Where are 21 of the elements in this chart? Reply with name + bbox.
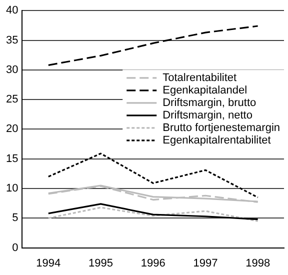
y-tick-label: 5 (12, 212, 18, 224)
legend-label: Brutto fortjenestemargin (162, 122, 280, 134)
legend-label: Totalrentabilitet (162, 72, 237, 84)
legend-label: Egenkapitalandel (162, 84, 248, 96)
y-tick-label: 25 (6, 94, 18, 106)
line-series (48, 206, 259, 222)
legend-label: Driftsmargin, brutto (162, 96, 256, 109)
x-tick-label: 1998 (246, 257, 270, 270)
y-tick-label: 0 (12, 242, 18, 254)
x-tick-label: 1995 (88, 257, 114, 270)
y-tick-label: 30 (6, 64, 18, 76)
y-tick-label: 15 (6, 152, 18, 165)
y-tick-label: 40 (6, 4, 18, 17)
x-tick-label: 1996 (140, 257, 166, 270)
legend-label: Driftsmargin, netto (162, 109, 252, 122)
x-tick-label: 1997 (193, 257, 218, 270)
legend-label: Egenkapitalrentabilitet (162, 134, 271, 146)
y-tick-label: 10 (6, 182, 18, 195)
y-tick-label: 20 (6, 123, 18, 136)
y-tick-label: 35 (6, 34, 18, 46)
x-tick-label: 1994 (36, 257, 61, 270)
